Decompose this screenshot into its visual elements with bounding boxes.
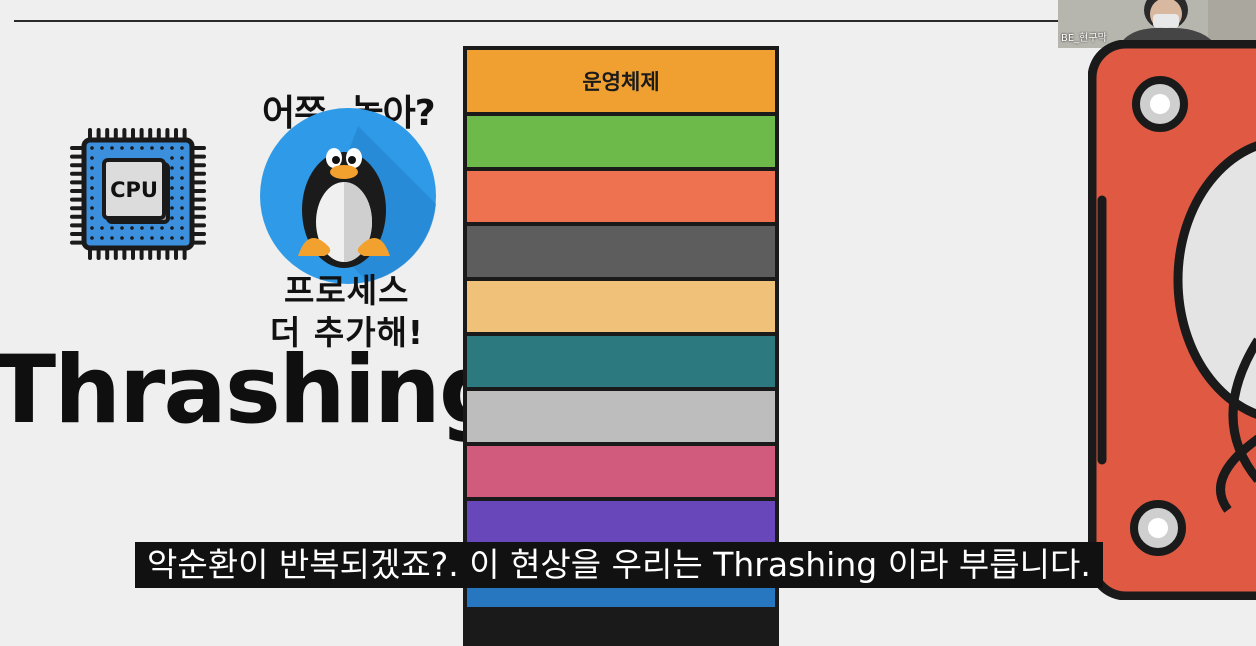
memory-block-6 [467, 391, 775, 442]
linux-bubble-line1: 프로세스 [284, 271, 410, 310]
video-subtitle: 악순환이 반복되겠죠?. 이 현상을 우리는 Thrashing 이라 부릅니다… [135, 542, 1103, 588]
memory-block-7 [467, 446, 775, 497]
linux-penguin-icon [260, 108, 436, 284]
memory-block-5 [467, 336, 775, 387]
memory-block-2 [467, 171, 775, 222]
memory-block-0: 운영체제 [467, 50, 775, 112]
slide-top-line [14, 20, 1060, 22]
hard-drive-icon [1088, 40, 1256, 600]
webcam-tile: BE_현구막 [1058, 0, 1256, 48]
cpu-chip-icon: CPU [70, 128, 206, 260]
memory-block-3 [467, 226, 775, 277]
linux-bubble-line2: 더 추가해! [270, 313, 424, 352]
memory-block-1 [467, 116, 775, 167]
webcam-participant-name: BE_현구막 [1061, 33, 1107, 44]
thrashing-title: Thrashing [0, 336, 506, 445]
memory-block-4 [467, 281, 775, 332]
cpu-label: CPU [110, 178, 158, 202]
